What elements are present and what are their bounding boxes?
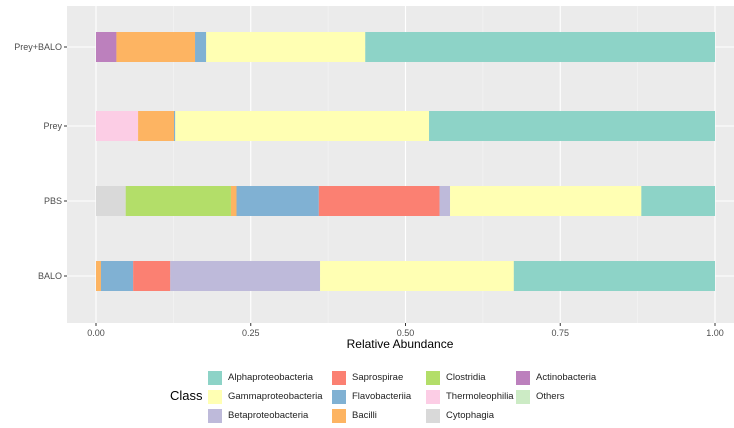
legend-item: Clostridia xyxy=(426,368,516,387)
bar-segment xyxy=(513,261,715,291)
bar-segment xyxy=(175,111,430,141)
bars xyxy=(96,32,715,291)
bar-segment xyxy=(206,32,366,62)
y-tick-label: PBS xyxy=(44,196,62,206)
legend-swatch xyxy=(208,370,222,385)
x-tick-label: 0.25 xyxy=(242,328,260,338)
legend-label: Actinobacteria xyxy=(536,372,597,383)
bar-segment xyxy=(96,111,139,141)
legend-label: Thermoleophilia xyxy=(446,391,514,402)
bar-segment xyxy=(96,32,117,62)
legend-swatch xyxy=(208,408,222,423)
x-tick-label: 1.00 xyxy=(706,328,724,338)
legend-items: Alphaproteobacteria Saprospirae Clostridia… xyxy=(208,368,616,425)
legend-item: Cytophagia xyxy=(426,406,516,425)
legend-label: Saprospirae xyxy=(352,372,404,383)
bar-segment xyxy=(125,186,231,216)
bar-segment xyxy=(320,261,514,291)
y-tick-label: Prey+BALO xyxy=(14,42,62,52)
legend-item: Others xyxy=(516,387,616,406)
legend-title: Class xyxy=(170,388,203,403)
bar-segment xyxy=(173,111,176,141)
legend-item: Alphaproteobacteria xyxy=(208,368,332,387)
x-tick-label: 0.00 xyxy=(87,328,105,338)
legend-item: Flavobacteriia xyxy=(332,387,426,406)
legend-label: Clostridia xyxy=(446,372,486,383)
legend-item: Gammaproteobacteria xyxy=(208,387,332,406)
bar-segment xyxy=(318,186,440,216)
legend-swatch xyxy=(426,370,440,385)
bar-segment xyxy=(96,186,126,216)
legend-item: Thermoleophilia xyxy=(426,387,516,406)
legend-label: Cytophagia xyxy=(446,410,495,421)
legend-label: Betaproteobacteria xyxy=(228,410,309,421)
y-axis: Prey+BALO Prey PBS BALO xyxy=(14,42,67,281)
x-tick-label: 0.50 xyxy=(397,328,415,338)
legend-item: Actinobacteria xyxy=(516,368,616,387)
bar-segment xyxy=(170,261,321,291)
x-axis: 0.00 0.25 0.50 0.75 1.00 xyxy=(87,323,724,338)
x-axis-title: Relative Abundance xyxy=(347,337,454,351)
bar-segment xyxy=(116,32,196,62)
legend-swatch xyxy=(426,389,440,404)
legend-label: Gammaproteobacteria xyxy=(228,391,323,402)
legend-swatch xyxy=(332,408,346,423)
legend-swatch xyxy=(332,370,346,385)
legend-label: Flavobacteriia xyxy=(352,391,412,402)
x-tick-label: 0.75 xyxy=(551,328,569,338)
legend-swatch xyxy=(332,389,346,404)
legend-label: Others xyxy=(536,391,565,402)
legend-item: Saprospirae xyxy=(332,368,426,387)
bar-segment xyxy=(195,32,207,62)
bar-segment xyxy=(450,186,642,216)
bar-segment xyxy=(230,186,237,216)
legend-item: Bacilli xyxy=(332,406,426,425)
bar-segment xyxy=(138,111,174,141)
bar-segment xyxy=(236,186,319,216)
legend-swatch xyxy=(516,370,530,385)
legend-swatch xyxy=(208,389,222,404)
bar-segment xyxy=(133,261,171,291)
legend-swatch xyxy=(426,408,440,423)
legend-swatch xyxy=(516,389,530,404)
y-tick-label: BALO xyxy=(38,271,62,281)
legend-label: Bacilli xyxy=(352,410,377,421)
bar-segment xyxy=(96,261,101,291)
legend-item: Betaproteobacteria xyxy=(208,406,332,425)
legend-label: Alphaproteobacteria xyxy=(228,372,314,383)
bar-segment xyxy=(100,261,134,291)
bar-segment xyxy=(429,111,715,141)
legend: Class Alphaproteobacteria Saprospirae Clos… xyxy=(170,368,650,424)
bar-segment xyxy=(439,186,451,216)
bar-segment xyxy=(365,32,715,62)
y-tick-label: Prey xyxy=(43,121,62,131)
bar-segment xyxy=(641,186,715,216)
